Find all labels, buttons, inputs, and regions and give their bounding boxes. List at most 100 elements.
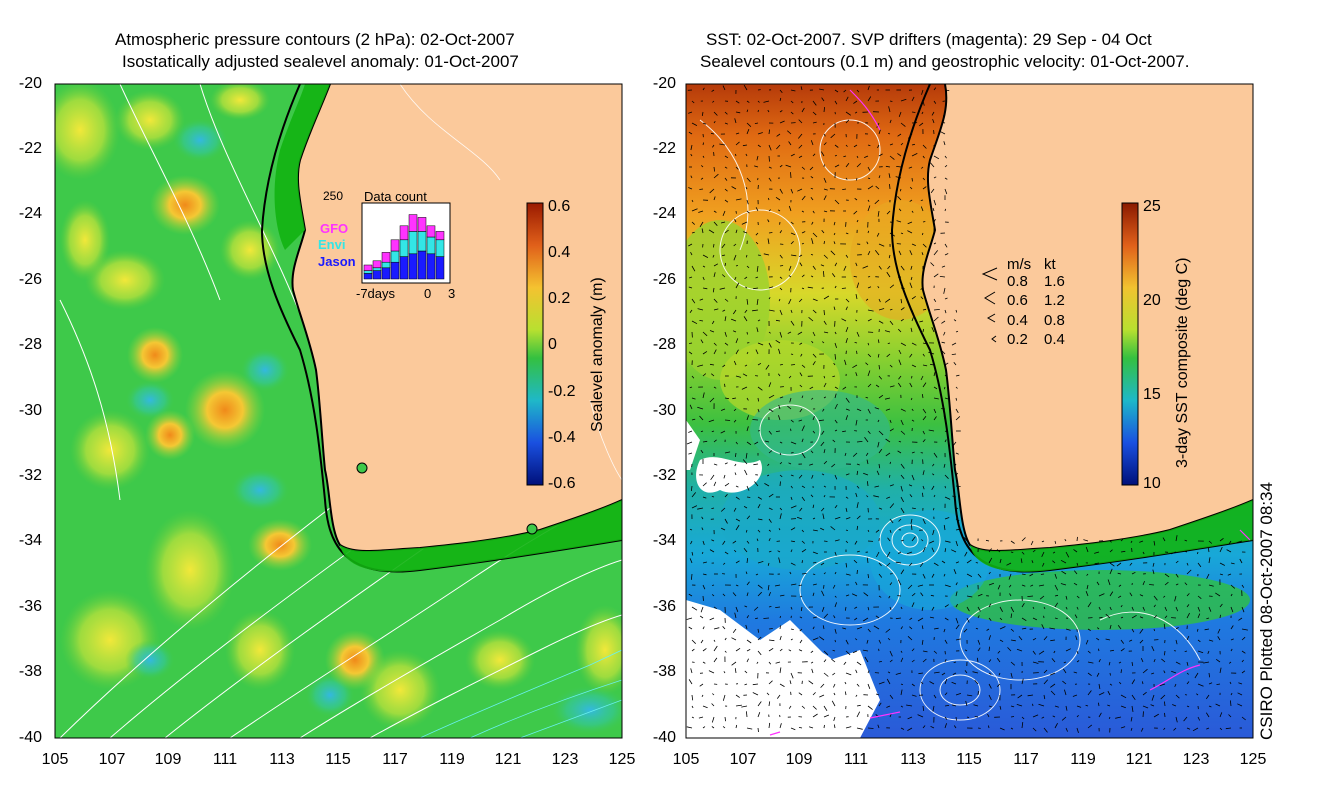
- velocity-vector: [1142, 668, 1148, 674]
- velocity-vector: [843, 661, 847, 665]
- velocity-vector: [1029, 573, 1034, 577]
- velocity-vector: [885, 628, 891, 633]
- velocity-vector: [801, 195, 806, 201]
- velocity-vector: [691, 606, 698, 611]
- velocity-vector: [801, 540, 805, 544]
- velocity-vector: [931, 547, 935, 553]
- velocity-vector: [713, 639, 716, 642]
- velocity-vector: [1184, 539, 1188, 542]
- velocity-vector: [757, 132, 763, 135]
- velocity-vector: [768, 591, 771, 597]
- velocity-vector: [722, 85, 726, 91]
- velocity-vector: [698, 210, 704, 213]
- sla-colorbar-label: Sealevel anomaly (m): [589, 277, 606, 432]
- velocity-vector: [855, 262, 858, 267]
- velocity-vector: [900, 122, 906, 127]
- velocity-vector: [763, 100, 770, 103]
- velocity-vector: [1171, 670, 1177, 674]
- velocity-vector: [724, 462, 728, 465]
- velocity-vector: [688, 351, 693, 355]
- velocity-vector: [1030, 540, 1034, 546]
- velocity-vector: [887, 638, 891, 641]
- velocity-vector: [886, 562, 891, 567]
- velocity-vector: [691, 492, 697, 498]
- velocity-vector: [878, 507, 883, 510]
- velocity-vector: [746, 727, 753, 730]
- velocity-vector: [1236, 540, 1243, 544]
- velocity-vector: [709, 363, 715, 366]
- velocity-vector: [1131, 694, 1136, 701]
- inset-bar-envi: [417, 231, 427, 252]
- velocity-vector: [854, 342, 858, 344]
- velocity-vector: [889, 308, 893, 311]
- velocity-vector: [856, 163, 861, 168]
- velocity-vector: [834, 551, 837, 556]
- velocity-vector: [689, 342, 693, 344]
- velocity-vector: [922, 177, 926, 181]
- right-map-frame: [685, 83, 1254, 739]
- velocity-vector: [1131, 606, 1134, 611]
- velocity-vector: [867, 166, 871, 171]
- lat-tick: -26: [652, 271, 676, 288]
- velocity-vector: [1076, 650, 1079, 654]
- velocity-vector: [1072, 694, 1078, 697]
- velocity-vector: [823, 210, 828, 213]
- inset-bar-envi: [372, 267, 382, 271]
- velocity-vector: [988, 705, 992, 708]
- velocity-vector: [855, 492, 858, 498]
- velocity-vector: [999, 626, 1006, 630]
- velocity-vector: [808, 680, 814, 685]
- velocity-vector: [1041, 540, 1045, 543]
- velocity-vector: [1051, 658, 1056, 663]
- velocity-vector: [920, 681, 924, 685]
- velocity-vector: [943, 573, 946, 577]
- velocity-vector: [812, 592, 815, 597]
- velocity-vector: [921, 232, 924, 236]
- velocity-vector: [1052, 715, 1056, 718]
- velocity-vector: [1109, 683, 1113, 686]
- velocity-vector: [809, 386, 814, 390]
- velocity-vector: [697, 308, 704, 311]
- velocity-vector: [922, 186, 927, 190]
- velocity-vector: [944, 716, 948, 720]
- velocity-vector: [1183, 716, 1188, 722]
- sst-colorbar-tick: 15: [1143, 386, 1161, 403]
- legend-row-ms: 0.4: [1007, 312, 1028, 329]
- velocity-vector: [900, 650, 903, 653]
- velocity-vector: [889, 606, 892, 611]
- velocity-vector: [944, 548, 947, 553]
- velocity-vector: [1139, 639, 1144, 644]
- velocity-vector: [798, 584, 803, 586]
- velocity-vector: [711, 584, 715, 586]
- velocity-vector: [833, 615, 836, 619]
- velocity-vector: [1241, 716, 1246, 721]
- velocity-vector: [831, 700, 836, 707]
- velocity-vector: [822, 625, 825, 630]
- velocity-vector: [929, 540, 935, 544]
- velocity-vector: [768, 518, 772, 523]
- velocity-vector: [875, 185, 880, 190]
- velocity-vector: [862, 649, 869, 652]
- velocity-vector: [834, 342, 837, 349]
- velocity-vector: [922, 100, 925, 106]
- velocity-vector: [724, 494, 728, 498]
- velocity-vector: [821, 430, 825, 435]
- velocity-vector: [811, 221, 814, 225]
- velocity-vector: [757, 504, 761, 509]
- velocity-vector: [778, 298, 781, 302]
- velocity-vector: [944, 485, 946, 489]
- velocity-vector: [1098, 692, 1105, 696]
- inset-bar-envi: [390, 250, 400, 263]
- velocity-vector: [702, 331, 708, 337]
- velocity-vector: [866, 241, 869, 245]
- velocity-vector: [909, 562, 913, 567]
- velocity-vector: [895, 672, 902, 675]
- velocity-vector: [889, 100, 893, 102]
- velocity-vector: [778, 557, 781, 564]
- velocity-vector: [812, 121, 817, 124]
- velocity-vector: [932, 463, 935, 467]
- velocity-vector: [1175, 583, 1179, 586]
- velocity-vector: [1208, 557, 1211, 564]
- velocity-vector: [833, 692, 836, 696]
- velocity-vector: [1064, 689, 1067, 696]
